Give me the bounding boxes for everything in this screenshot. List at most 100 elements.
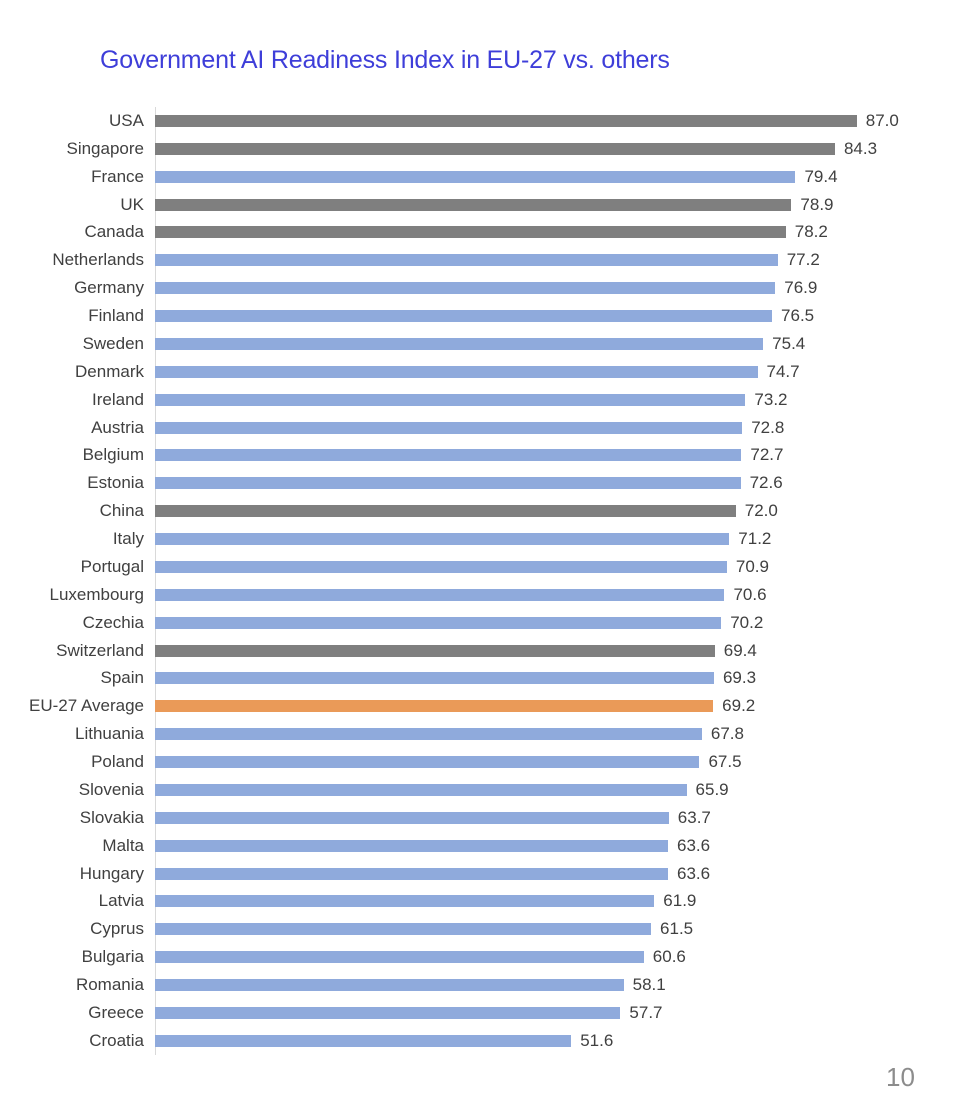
chart-row: Poland 67.5: [0, 748, 958, 776]
category-label: Portugal: [80, 556, 144, 576]
bar: [155, 310, 773, 323]
bar-track: 72.8: [155, 414, 958, 442]
value-label: 69.2: [722, 696, 756, 716]
value-label: 72.0: [744, 501, 778, 521]
bar: [155, 533, 730, 546]
bar-track: 77.2: [155, 246, 958, 274]
value-label: 84.3: [843, 138, 878, 158]
bar-track: 87.0: [155, 107, 958, 135]
bar: [155, 477, 741, 490]
chart-row: Slovakia 63.7: [0, 804, 958, 832]
value-label: 74.7: [766, 361, 800, 381]
bar-track: 73.2: [155, 386, 958, 414]
bar: [155, 728, 702, 741]
bar: [155, 365, 758, 378]
chart-row: Hungary 63.6: [0, 860, 958, 888]
chart-row: UK 78.9: [0, 191, 958, 219]
chart-row: Malta 63.6: [0, 832, 958, 860]
bar: [155, 449, 742, 462]
value-label: 72.8: [751, 417, 785, 437]
category-label: Czechia: [82, 612, 144, 632]
bar: [155, 198, 792, 211]
chart-row: Netherlands 77.2: [0, 246, 958, 274]
bar: [155, 226, 786, 239]
bar-track: 69.3: [155, 665, 958, 693]
chart-row: Spain 69.3: [0, 665, 958, 693]
value-label: 78.2: [794, 222, 828, 242]
value-label: 61.9: [663, 891, 697, 911]
bar-track: 84.3: [155, 135, 958, 163]
bar-track: 72.0: [155, 497, 958, 525]
chart-row: Estonia 72.6: [0, 469, 958, 497]
category-label: Sweden: [82, 333, 144, 353]
value-label: 70.6: [733, 584, 767, 604]
category-label: Greece: [88, 1002, 144, 1022]
value-label: 63.6: [676, 863, 711, 883]
category-label: EU-27 Average: [29, 696, 144, 716]
category-label: Switzerland: [56, 640, 144, 660]
bar: [155, 923, 652, 936]
value-label: 76.9: [784, 278, 818, 298]
value-label: 63.7: [677, 807, 711, 827]
category-label: Italy: [112, 529, 144, 549]
value-label: 78.9: [800, 194, 834, 214]
bar-track: 63.6: [155, 832, 958, 860]
bar: [155, 142, 835, 155]
bar: [155, 1034, 572, 1047]
chart-row: Belgium 72.7: [0, 442, 958, 470]
bar-track: 76.5: [155, 302, 958, 330]
bar: [155, 783, 687, 796]
chart-title: Government AI Readiness Index in EU-27 v…: [100, 46, 670, 74]
bar-track: 67.5: [155, 748, 958, 776]
bar-chart-rows: USA 87.0 Singapore 84.3 France 79.4 UK 78.9 Cana…: [0, 107, 958, 1055]
category-label: Romania: [75, 975, 144, 995]
value-label: 65.9: [695, 779, 729, 799]
bar-track: 78.9: [155, 191, 958, 219]
category-label: Spain: [100, 668, 144, 688]
bar-track: 61.5: [155, 915, 958, 943]
bar: [155, 644, 715, 657]
bar: [155, 588, 725, 601]
category-label: Slovakia: [79, 807, 144, 827]
category-label: Canada: [84, 222, 144, 242]
category-label: Cyprus: [90, 919, 144, 939]
chart-row: Switzerland 69.4: [0, 637, 958, 665]
chart-row: Czechia 70.2: [0, 609, 958, 637]
value-label: 67.8: [710, 724, 744, 744]
value-label: 60.6: [652, 947, 686, 967]
bar: [155, 114, 857, 127]
value-label: 87.0: [865, 110, 899, 130]
bar: [155, 811, 669, 824]
value-label: 51.6: [580, 1030, 614, 1050]
category-label: Germany: [74, 278, 144, 298]
chart-row: Sweden 75.4: [0, 330, 958, 358]
bar-track: 63.6: [155, 860, 958, 888]
bar-track: 78.2: [155, 219, 958, 247]
bar: [155, 1006, 621, 1019]
value-label: 72.6: [749, 473, 783, 493]
chart-row: USA 87.0: [0, 107, 958, 135]
bar-track: 70.2: [155, 609, 958, 637]
chart-row: Slovenia 65.9: [0, 776, 958, 804]
category-label: Slovenia: [78, 779, 144, 799]
value-label: 70.2: [730, 612, 764, 632]
bar-track: 75.4: [155, 330, 958, 358]
category-label: Austria: [91, 417, 144, 437]
bar-track: 70.9: [155, 553, 958, 581]
bar-track: 79.4: [155, 163, 958, 191]
bar-track: 67.8: [155, 720, 958, 748]
chart-row: Italy 71.2: [0, 525, 958, 553]
category-label: Latvia: [98, 891, 144, 911]
chart-row: Lithuania 67.8: [0, 720, 958, 748]
bar: [155, 756, 700, 769]
chart-row: Finland 76.5: [0, 302, 958, 330]
category-label: USA: [109, 110, 144, 130]
value-label: 67.5: [708, 752, 742, 772]
value-label: 61.5: [660, 919, 694, 939]
category-label: Malta: [102, 835, 144, 855]
bar: [155, 616, 722, 629]
bar: [155, 393, 746, 406]
chart-row: France 79.4: [0, 163, 958, 191]
chart-row: Austria 72.8: [0, 414, 958, 442]
category-label: Netherlands: [52, 250, 144, 270]
